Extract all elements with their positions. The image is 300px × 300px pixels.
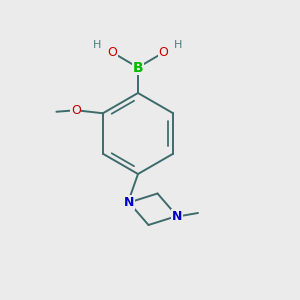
Text: O: O [71,104,81,117]
Text: O: O [108,46,117,59]
Text: O: O [159,46,168,59]
Text: H: H [174,40,183,50]
Text: N: N [172,209,182,223]
Text: B: B [133,61,143,74]
Text: N: N [124,196,134,209]
Text: H: H [93,40,102,50]
